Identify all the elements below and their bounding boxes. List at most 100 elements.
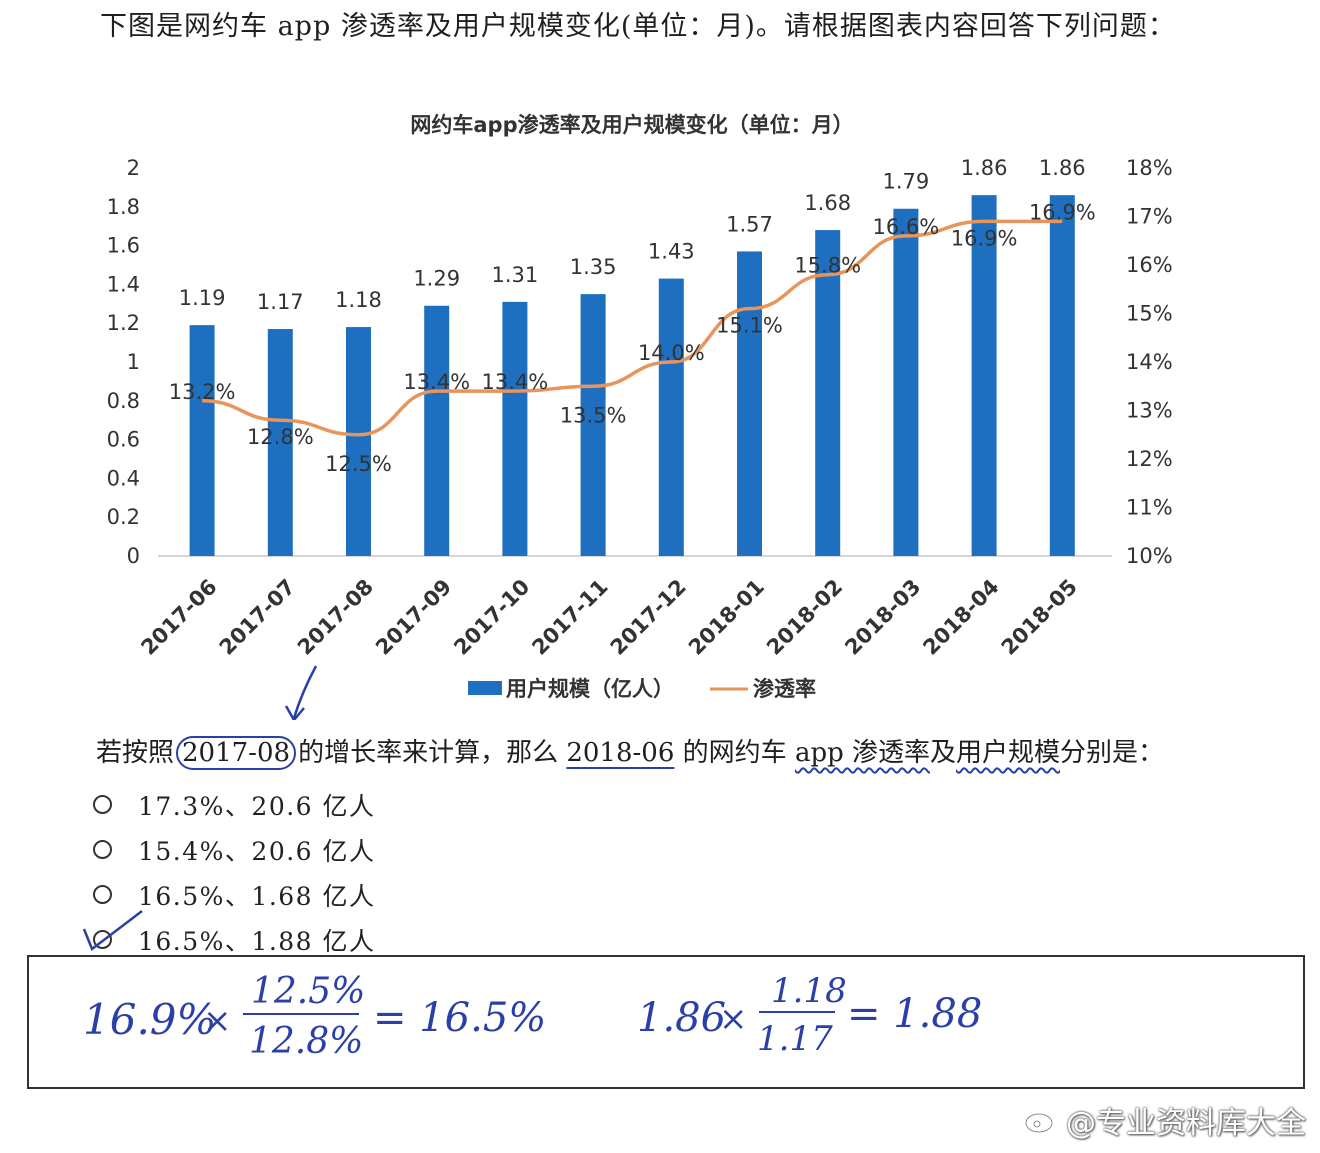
bar [502, 301, 528, 556]
watermark-text: @专业资料库大全 [1066, 1106, 1306, 1141]
bar-value-label: 1.18 [335, 288, 382, 312]
line-value-label: 13.2% [169, 380, 236, 404]
x-tick-label: 2018-01 [684, 575, 769, 660]
work-rate-fraction-bar [243, 1013, 359, 1015]
bar [737, 251, 762, 557]
line-labels: 13.2% 12.8% 12.5% 13.4% 13.4% 13.5% 14.0% 15.1%… [169, 200, 1096, 475]
chart-title: 网约车app渗透率及用户规模变化（单位：月） [410, 113, 853, 137]
left-tick-label: 0 [127, 544, 140, 568]
combo-chart: 网约车app渗透率及用户规模变化（单位：月） 0 0.2 0.4 0.6 0.8 1 1.2… [107, 113, 1173, 720]
line-value-label: 16.9% [951, 226, 1018, 250]
left-tick-label: 1.4 [107, 272, 140, 296]
x-axis-labels: 2017-062017-072017-082017-092017-102017-… [137, 575, 1082, 660]
intro-text: 下图是网约车 app 渗透率及用户规模变化(单位：月)。请根据图表内容回答下列问… [100, 11, 1176, 42]
option-a[interactable]: 17.3%、20.6 亿人 [90, 782, 376, 827]
left-tick-label: 2 [127, 156, 140, 180]
bar [346, 327, 371, 556]
left-tick-label: 0.8 [107, 389, 140, 413]
check-mark-icon [82, 910, 143, 951]
work-rate-result: = 16.5% [373, 995, 547, 1041]
question-target-month: 2018-06 [566, 738, 675, 768]
answer-box: 16.9% × 12.5% 12.8% = 16.5% 1.86 × 1.18 … [27, 955, 1305, 1089]
x-tick-label: 2017-06 [137, 575, 222, 660]
right-tick-label: 17% [1126, 205, 1173, 229]
watermark: @专业资料库大全 [1024, 1098, 1306, 1142]
question-scale-term: 用户规模 [956, 738, 1061, 768]
work-rate-denominator: 12.8% [249, 1021, 364, 1062]
right-tick-label: 13% [1126, 399, 1173, 423]
penetration-line [202, 219, 1063, 437]
line-value-label: 15.8% [794, 254, 861, 278]
line-series [202, 219, 1063, 437]
option-c-label: 16.5%、1.68 亿人 [138, 881, 376, 911]
option-a-label: 17.3%、20.6 亿人 [138, 791, 376, 821]
right-axis: 10% 11% 12% 13% 14% 15% 16% 17% 18% [1126, 156, 1173, 568]
bar-value-label: 1.57 [726, 212, 773, 236]
line-value-label: 13.4% [403, 370, 470, 394]
left-axis: 0 0.2 0.4 0.6 0.8 1 1.2 1.4 1.6 1.8 2 [107, 156, 140, 568]
legend-bar-swatch [468, 681, 502, 695]
line-value-label: 15.1% [716, 314, 783, 338]
x-tick-label: 2018-02 [762, 575, 847, 660]
left-tick-label: 1.6 [107, 234, 140, 258]
handwritten-arrow [292, 665, 318, 719]
right-tick-label: 16% [1126, 253, 1173, 277]
x-tick-label: 2018-04 [919, 575, 1004, 660]
bar [971, 195, 997, 556]
legend-line-label: 渗透率 [753, 677, 816, 701]
question-prefix: 若按照 [96, 738, 175, 768]
radio-c[interactable] [93, 885, 112, 904]
work-scale-numerator: 1.18 [771, 971, 847, 1011]
bar-value-label: 1.35 [570, 255, 617, 279]
left-tick-label: 1.8 [107, 195, 140, 219]
line-value-label: 14.0% [638, 341, 705, 365]
right-tick-label: 18% [1126, 156, 1173, 180]
bar-value-label: 1.19 [179, 286, 226, 310]
bar [189, 325, 215, 556]
bar-value-label: 1.31 [492, 263, 539, 287]
x-tick-label: 2017-11 [528, 575, 613, 660]
line-value-label: 16.9% [1029, 200, 1096, 224]
option-c[interactable]: 16.5%、1.68 亿人 [90, 872, 376, 917]
left-tick-label: 0.4 [107, 466, 140, 490]
x-tick-label: 2018-03 [840, 575, 925, 660]
bar-value-label: 1.17 [257, 290, 304, 314]
left-tick-label: 0.6 [107, 428, 140, 452]
line-value-label: 13.4% [482, 370, 549, 394]
bar [658, 278, 684, 556]
bar [267, 329, 293, 556]
option-d[interactable]: 16.5%、1.88 亿人 [82, 910, 376, 962]
bar-value-label: 1.86 [961, 156, 1008, 180]
x-tick-label: 2017-07 [215, 575, 300, 660]
question-month-ref: 2017-08 [176, 736, 297, 770]
bar-value-label: 1.29 [413, 267, 460, 291]
bar [424, 305, 450, 556]
question: 若按照 2017-08 的增长率来计算，那么 2018-06 的网约车 app 渗透… [96, 732, 1164, 770]
bar-value-label: 1.79 [883, 170, 930, 194]
right-tick-label: 11% [1126, 496, 1173, 520]
bar [893, 208, 919, 557]
radio-d[interactable] [93, 930, 112, 949]
right-tick-label: 14% [1126, 350, 1173, 374]
weibo-icon [1024, 1107, 1059, 1134]
bar [815, 230, 841, 556]
work-scale-times: × [719, 999, 748, 1039]
left-tick-label: 0.2 [107, 505, 140, 529]
question-mid1: 的增长率来计算，那么 [298, 738, 559, 768]
option-b-label: 15.4%、20.6 亿人 [138, 836, 376, 866]
radio-a[interactable] [93, 795, 112, 814]
x-tick-label: 2017-08 [293, 575, 378, 660]
question-mid2: 的网约车 [682, 738, 787, 768]
bar [580, 294, 606, 556]
option-b[interactable]: 15.4%、20.6 亿人 [90, 827, 376, 872]
left-tick-label: 1.2 [107, 311, 140, 335]
line-value-label: 12.8% [247, 425, 314, 449]
work-scale-base: 1.86 [637, 995, 727, 1041]
bar-value-label: 1.43 [648, 240, 695, 264]
line-value-label: 13.5% [560, 403, 627, 427]
work-scale-fraction-bar [759, 1011, 835, 1013]
work-rate-numerator: 12.5% [251, 971, 366, 1012]
work-scale-result: = 1.88 [847, 991, 983, 1037]
option-d-label: 16.5%、1.88 亿人 [138, 926, 376, 956]
radio-b[interactable] [93, 840, 112, 859]
